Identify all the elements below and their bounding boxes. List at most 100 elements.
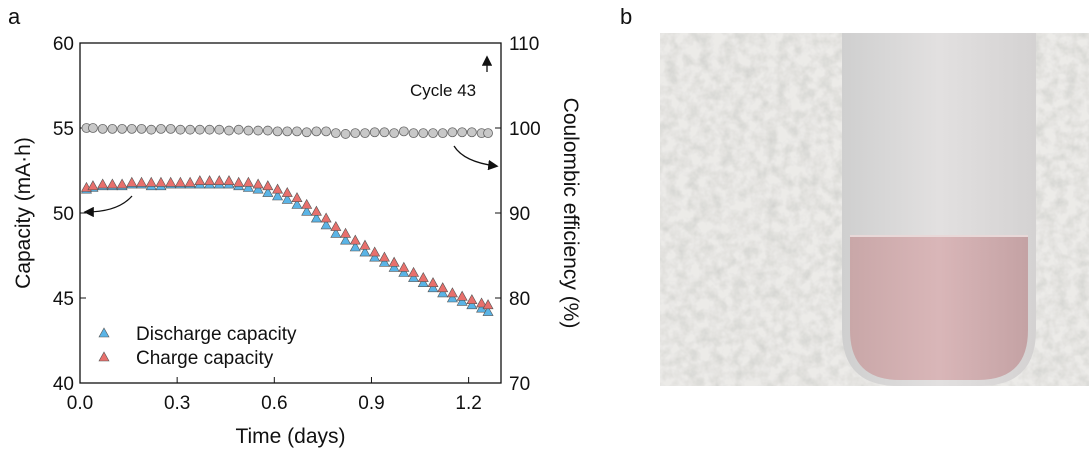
data-point bbox=[116, 178, 128, 189]
y-axis-label: Capacity (mA·h) bbox=[12, 137, 35, 289]
data-point bbox=[136, 123, 147, 134]
legend-label: Charge capacity bbox=[136, 348, 274, 369]
data-point bbox=[243, 125, 254, 136]
data-point bbox=[262, 180, 274, 191]
data-point bbox=[175, 124, 186, 135]
data-point bbox=[174, 176, 186, 187]
y2-axis-label: Coulombic efficiency (%) bbox=[559, 98, 582, 329]
data-point bbox=[194, 175, 206, 185]
data-point bbox=[389, 128, 400, 139]
data-point bbox=[252, 183, 264, 194]
data-point bbox=[145, 176, 157, 187]
data-point bbox=[301, 127, 312, 138]
data-point bbox=[262, 186, 274, 197]
data-point bbox=[340, 227, 352, 238]
data-point bbox=[330, 227, 342, 238]
data-point bbox=[155, 176, 167, 187]
data-point bbox=[457, 127, 468, 138]
annotation: Cycle 43 bbox=[410, 81, 476, 100]
data-point bbox=[446, 287, 458, 298]
panel-label: b bbox=[620, 4, 632, 29]
y2-tick-label: 110 bbox=[509, 34, 539, 55]
data-point bbox=[330, 128, 341, 139]
data-point bbox=[320, 212, 332, 223]
y2-tick-label: 90 bbox=[509, 204, 530, 225]
data-point bbox=[107, 123, 118, 134]
data-point bbox=[117, 123, 127, 134]
data-point bbox=[301, 205, 313, 216]
data-point bbox=[281, 186, 293, 197]
data-point bbox=[88, 123, 98, 133]
data-point bbox=[428, 128, 438, 139]
data-point bbox=[369, 251, 381, 262]
y2-tick-label: 80 bbox=[509, 289, 530, 310]
data-point bbox=[126, 123, 137, 134]
data-point bbox=[330, 220, 342, 231]
data-point bbox=[446, 292, 458, 303]
data-point bbox=[408, 128, 419, 139]
data-point bbox=[359, 246, 371, 257]
data-point bbox=[165, 176, 177, 187]
data-point bbox=[349, 234, 361, 245]
data-point bbox=[87, 180, 99, 191]
data-point bbox=[262, 125, 273, 136]
data-point bbox=[466, 127, 477, 138]
data-point bbox=[437, 282, 449, 293]
data-point bbox=[291, 192, 303, 202]
data-point bbox=[214, 124, 225, 135]
data-point bbox=[349, 241, 361, 252]
data-point bbox=[340, 129, 351, 139]
data-point bbox=[204, 175, 216, 185]
data-point bbox=[165, 123, 176, 134]
data-point bbox=[437, 287, 449, 298]
data-point bbox=[427, 282, 439, 293]
data-point bbox=[482, 299, 494, 310]
data-point bbox=[136, 176, 148, 187]
data-point bbox=[476, 297, 488, 308]
data-point bbox=[398, 261, 410, 272]
data-point bbox=[350, 128, 361, 139]
data-point bbox=[320, 219, 332, 230]
data-point bbox=[282, 126, 293, 137]
data-point bbox=[447, 127, 458, 138]
data-point bbox=[359, 239, 371, 250]
data-point bbox=[242, 176, 254, 187]
data-point bbox=[204, 124, 215, 135]
data-point bbox=[482, 305, 494, 316]
data-point bbox=[223, 175, 235, 185]
x-tick-label: 1.2 bbox=[455, 393, 481, 414]
data-point bbox=[369, 127, 380, 138]
data-point bbox=[126, 176, 138, 187]
data-point bbox=[242, 181, 254, 192]
y-tick-label: 60 bbox=[53, 34, 74, 55]
x-tick-label: 0.0 bbox=[67, 393, 93, 414]
data-point bbox=[321, 126, 332, 137]
data-point bbox=[408, 271, 420, 282]
y-tick-label: 50 bbox=[53, 204, 74, 225]
data-point bbox=[185, 124, 196, 135]
data-point bbox=[281, 193, 293, 204]
data-point bbox=[252, 178, 264, 189]
y-tick-label: 55 bbox=[53, 119, 74, 140]
data-point bbox=[427, 277, 439, 287]
arrows bbox=[83, 55, 499, 218]
data-point bbox=[378, 256, 390, 267]
y2-tick-label: 70 bbox=[509, 374, 530, 395]
data-point bbox=[184, 176, 196, 187]
data-point bbox=[379, 127, 390, 138]
data-point bbox=[272, 183, 284, 194]
data-point bbox=[388, 256, 400, 267]
data-point bbox=[310, 205, 322, 216]
data-point bbox=[466, 294, 478, 304]
data-point bbox=[233, 124, 244, 135]
data-point bbox=[156, 123, 166, 134]
data-point bbox=[272, 190, 284, 201]
x-axis-label: Time (days) bbox=[235, 425, 345, 448]
data-point bbox=[97, 178, 109, 189]
panel-label: a bbox=[8, 4, 21, 29]
data-point bbox=[378, 251, 390, 262]
data-point bbox=[340, 234, 352, 245]
data-point bbox=[388, 261, 400, 272]
data-point bbox=[369, 246, 381, 257]
